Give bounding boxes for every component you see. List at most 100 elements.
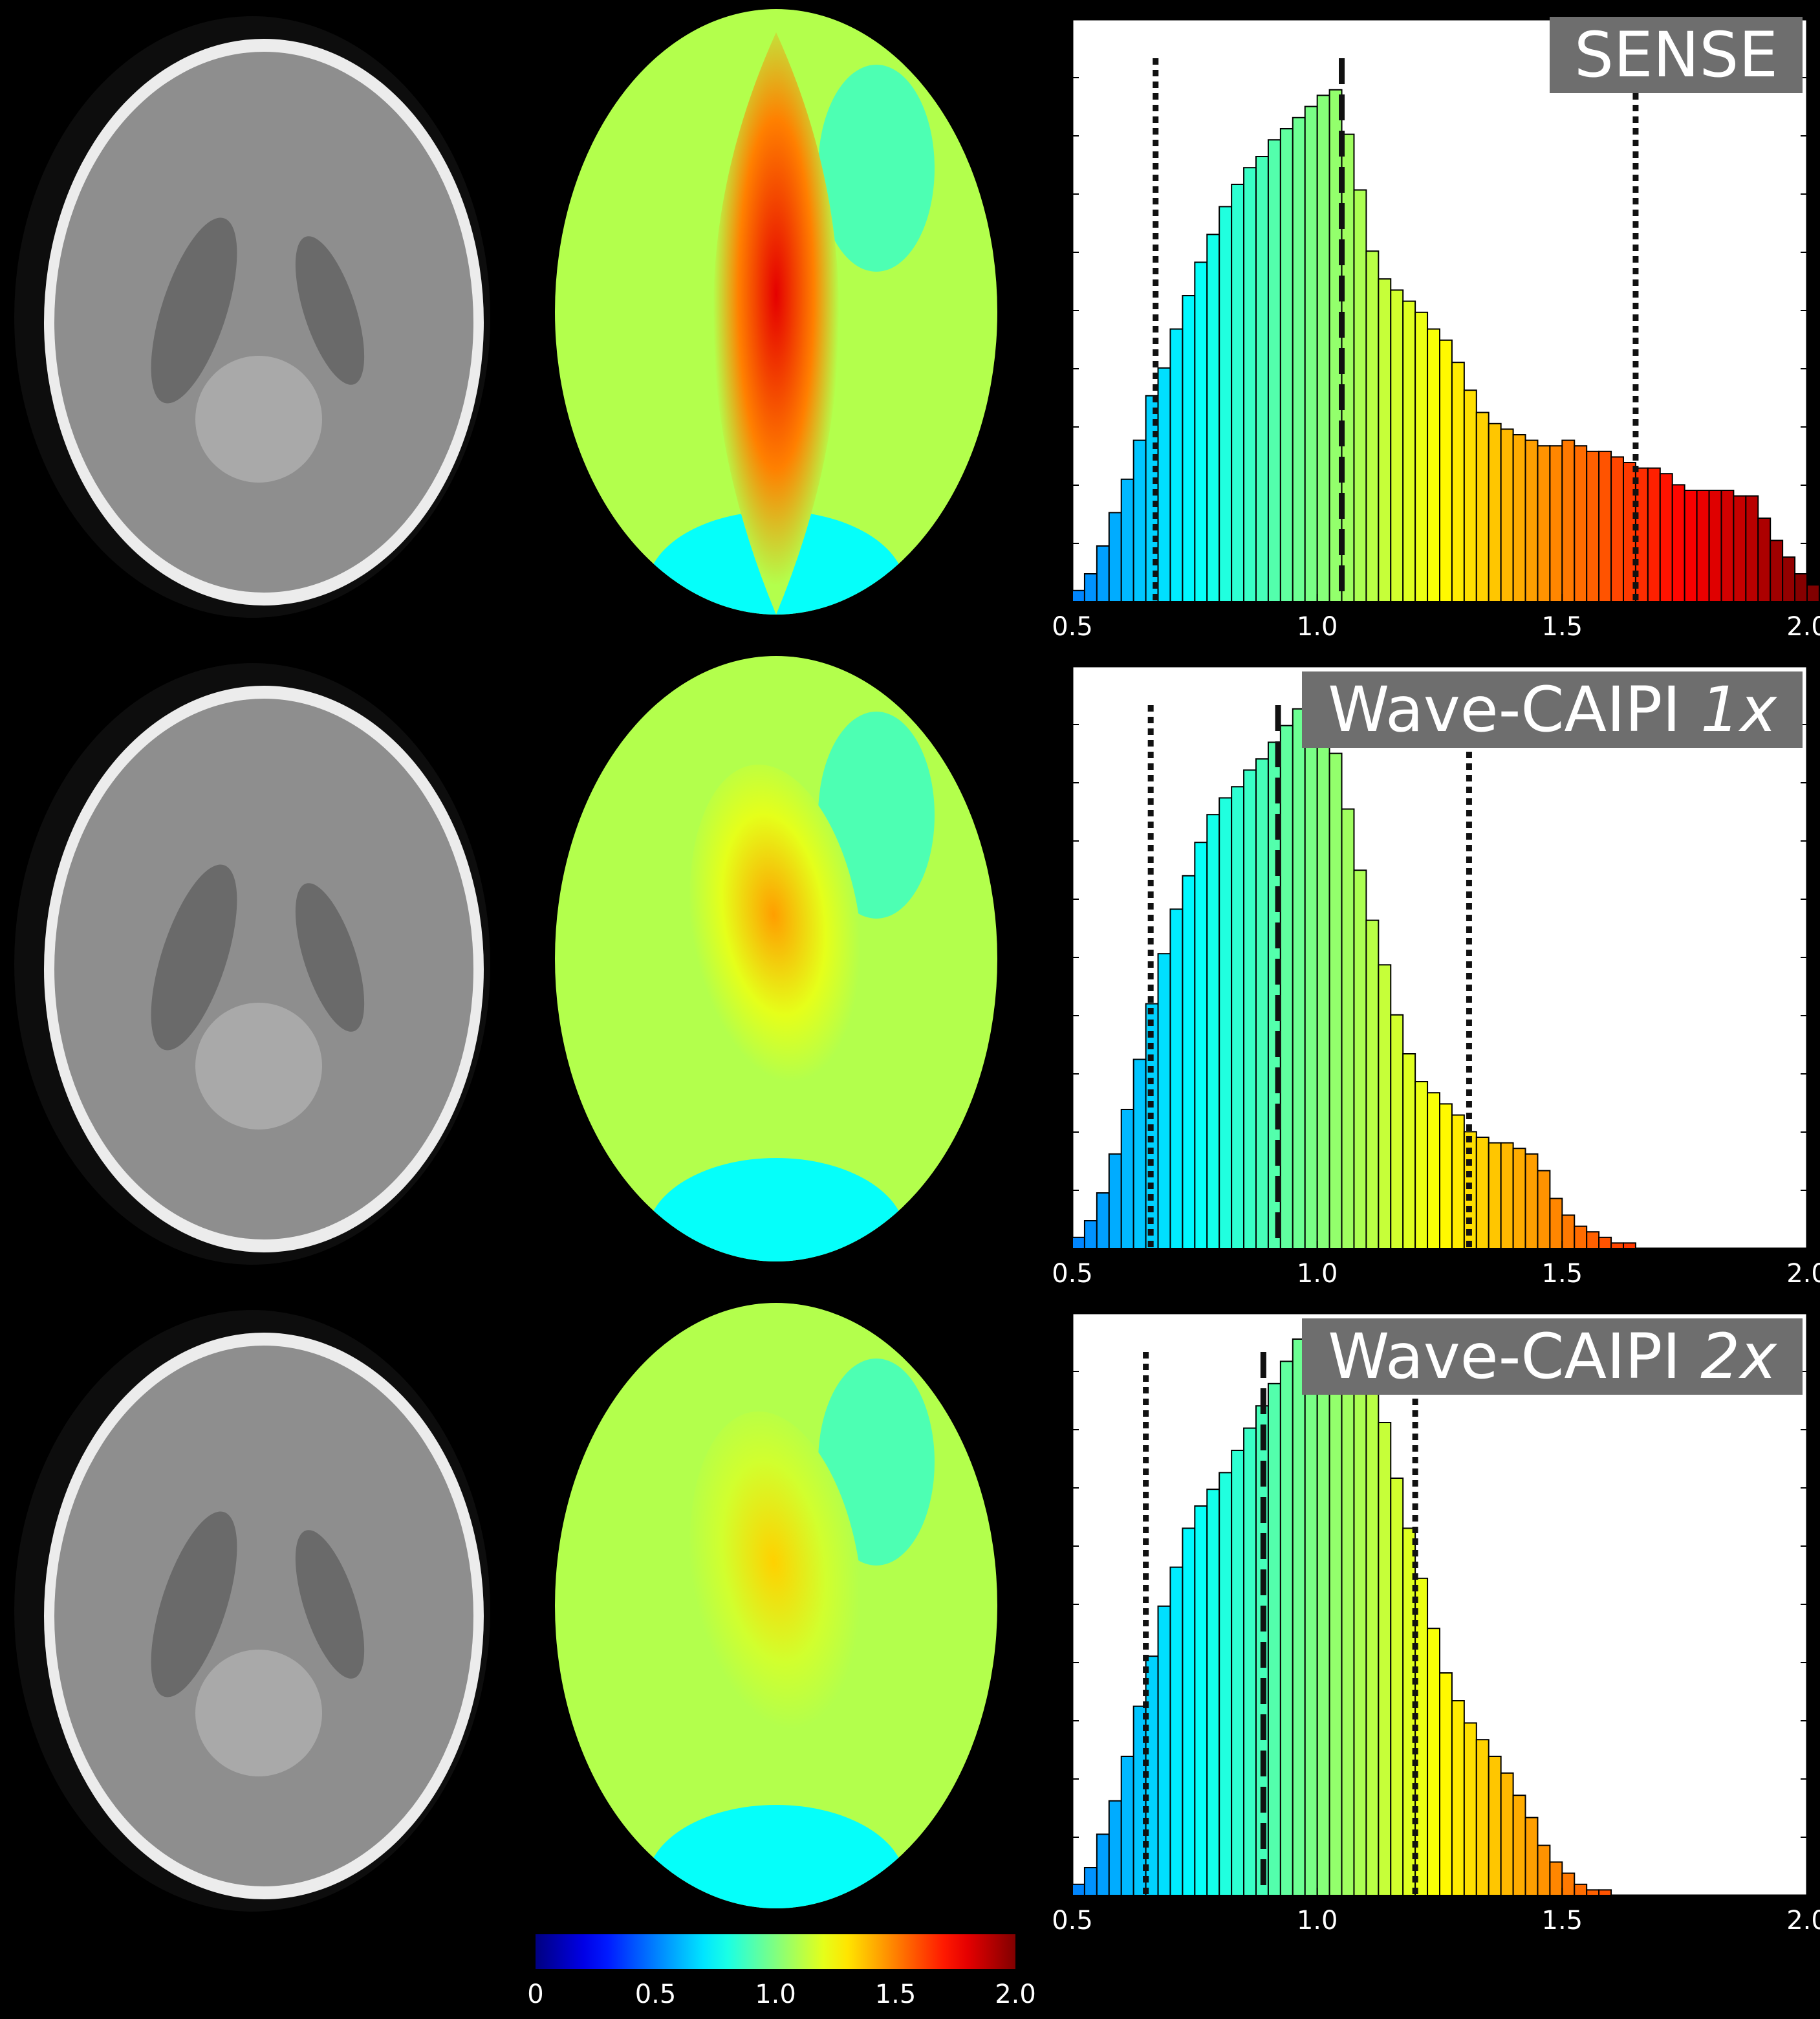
colorbar-tick-label: 1.5	[874, 1980, 916, 2009]
colorbar-tick-label: 1.0	[755, 1980, 796, 2009]
histogram-bar	[1108, 1800, 1122, 1896]
histogram-bar	[1378, 964, 1392, 1249]
histogram-bar	[1586, 450, 1600, 602]
colorbar-tick-label: 0	[527, 1980, 544, 2009]
histogram-bar	[1561, 439, 1576, 602]
histogram-bar	[1378, 1422, 1392, 1896]
x-tick-label: 0.5	[1052, 612, 1093, 642]
g-factor-svg	[555, 1303, 997, 1908]
histogram-bar	[1549, 1197, 1563, 1249]
histogram-bar	[1083, 1220, 1098, 1249]
row-sense: 0.5 1.0 1.5 2.0 SENSE	[0, 0, 1820, 647]
histogram-bar	[1733, 495, 1747, 602]
histogram-bar	[1549, 1861, 1563, 1897]
histogram-bar	[1488, 422, 1502, 602]
histogram-bar	[1083, 573, 1098, 602]
histogram-bar	[1120, 1109, 1134, 1249]
histogram-bar	[1279, 1360, 1294, 1896]
histogram-bar	[1794, 573, 1808, 602]
histogram-bar	[1720, 490, 1735, 602]
histogram-bar	[1243, 167, 1257, 602]
histogram-bar	[1231, 1450, 1245, 1896]
histogram-bar	[1475, 411, 1490, 602]
method-label: SENSE	[1550, 17, 1803, 93]
histogram-bar	[1439, 339, 1453, 602]
histogram-svg: 0.5 1.0 1.5 2.0	[1052, 1312, 1820, 1936]
histogram-bar	[1475, 1137, 1490, 1249]
g-factor-svg	[555, 656, 997, 1261]
phantom-svg	[14, 663, 490, 1265]
histogram-bar	[1267, 139, 1281, 602]
histogram-bar	[1072, 1236, 1085, 1249]
histogram-bar	[1378, 278, 1392, 602]
histogram-bar	[1132, 439, 1147, 602]
histogram-bar	[1365, 250, 1380, 602]
phantom-image	[6, 1307, 498, 1928]
method-label: Wave-CAIPI 1x	[1302, 671, 1803, 748]
histogram-bar	[1414, 311, 1429, 602]
histogram-bar	[1745, 495, 1759, 602]
histogram-bar	[1561, 1872, 1576, 1896]
histogram-bar	[1598, 450, 1612, 602]
histogram-bar	[1561, 1214, 1576, 1250]
label-main: SENSE	[1574, 19, 1778, 91]
histogram-bar	[1451, 1700, 1465, 1896]
x-tick-label: 0.5	[1052, 1259, 1093, 1289]
histogram-bar	[1427, 328, 1440, 602]
method-label: Wave-CAIPI 2x	[1302, 1318, 1803, 1395]
histogram-bar	[1574, 445, 1588, 603]
phantom-svg	[14, 16, 490, 618]
histogram-bar	[1157, 1605, 1171, 1896]
histogram-bar	[1169, 328, 1184, 602]
histogram-wave-caipi-2x: 0.5 1.0 1.5 2.0	[1035, 1294, 1820, 1941]
histogram-bar	[1390, 289, 1404, 602]
histogram-bar	[1475, 1739, 1490, 1897]
histogram-bar	[1586, 1889, 1600, 1897]
histogram-bar	[1610, 1242, 1624, 1250]
histogram-bar	[1659, 473, 1673, 603]
histogram-bar	[1353, 189, 1367, 603]
histogram-bar	[1341, 1338, 1355, 1896]
histogram-bar	[1512, 1148, 1526, 1250]
histogram-bar	[1206, 814, 1220, 1249]
histogram-wave-caipi-1x: 0.5 1.0 1.5 2.0	[1035, 647, 1820, 1294]
colorbar-tick-label: 2.0	[995, 1980, 1036, 2009]
histogram-bar	[1390, 1478, 1404, 1896]
histogram-bar	[1488, 1142, 1502, 1249]
histogram-bar	[1304, 1349, 1318, 1896]
histogram-bar	[1610, 456, 1624, 603]
histogram-bar	[1292, 708, 1306, 1250]
histogram-bar	[1524, 1153, 1539, 1249]
histogram-bar	[1169, 908, 1184, 1249]
x-tick-label: 2.0	[1786, 612, 1820, 642]
phantom-svg	[14, 1310, 490, 1912]
histogram-bar	[1488, 1756, 1502, 1896]
histogram-bar	[1353, 1344, 1367, 1897]
histogram-bar	[1292, 1338, 1306, 1896]
x-tick-label: 1.5	[1542, 1259, 1583, 1289]
colorbar-gradient	[536, 1934, 1015, 1969]
histogram-bar	[1219, 797, 1233, 1249]
histogram-bar	[1500, 1142, 1514, 1249]
histogram-bar	[1684, 490, 1698, 602]
histogram-bar	[1770, 540, 1784, 603]
x-tick-label: 1.5	[1542, 612, 1583, 642]
histogram-bar	[1231, 786, 1245, 1249]
histogram-bar	[1402, 1053, 1416, 1249]
histogram-bar	[1279, 128, 1294, 602]
histogram-bar	[1634, 467, 1649, 602]
histogram-bar	[1120, 478, 1134, 602]
histogram-bar	[1292, 116, 1306, 603]
histogram-bar	[1219, 1472, 1233, 1896]
histogram-bar	[1598, 1236, 1612, 1249]
x-tick-label: 1.5	[1542, 1906, 1583, 1936]
histogram-bar	[1182, 1527, 1196, 1896]
histogram-bar	[1451, 362, 1465, 602]
colorbar: 0 0.5 1.0 1.5 2.0	[527, 1934, 1036, 2018]
histogram-bar	[1341, 808, 1355, 1250]
histogram-bar	[1194, 842, 1208, 1249]
histogram-bar	[1427, 1092, 1440, 1250]
histogram-bar	[1304, 105, 1318, 603]
histogram-bar	[1328, 752, 1343, 1250]
histogram-bar	[1182, 875, 1196, 1249]
